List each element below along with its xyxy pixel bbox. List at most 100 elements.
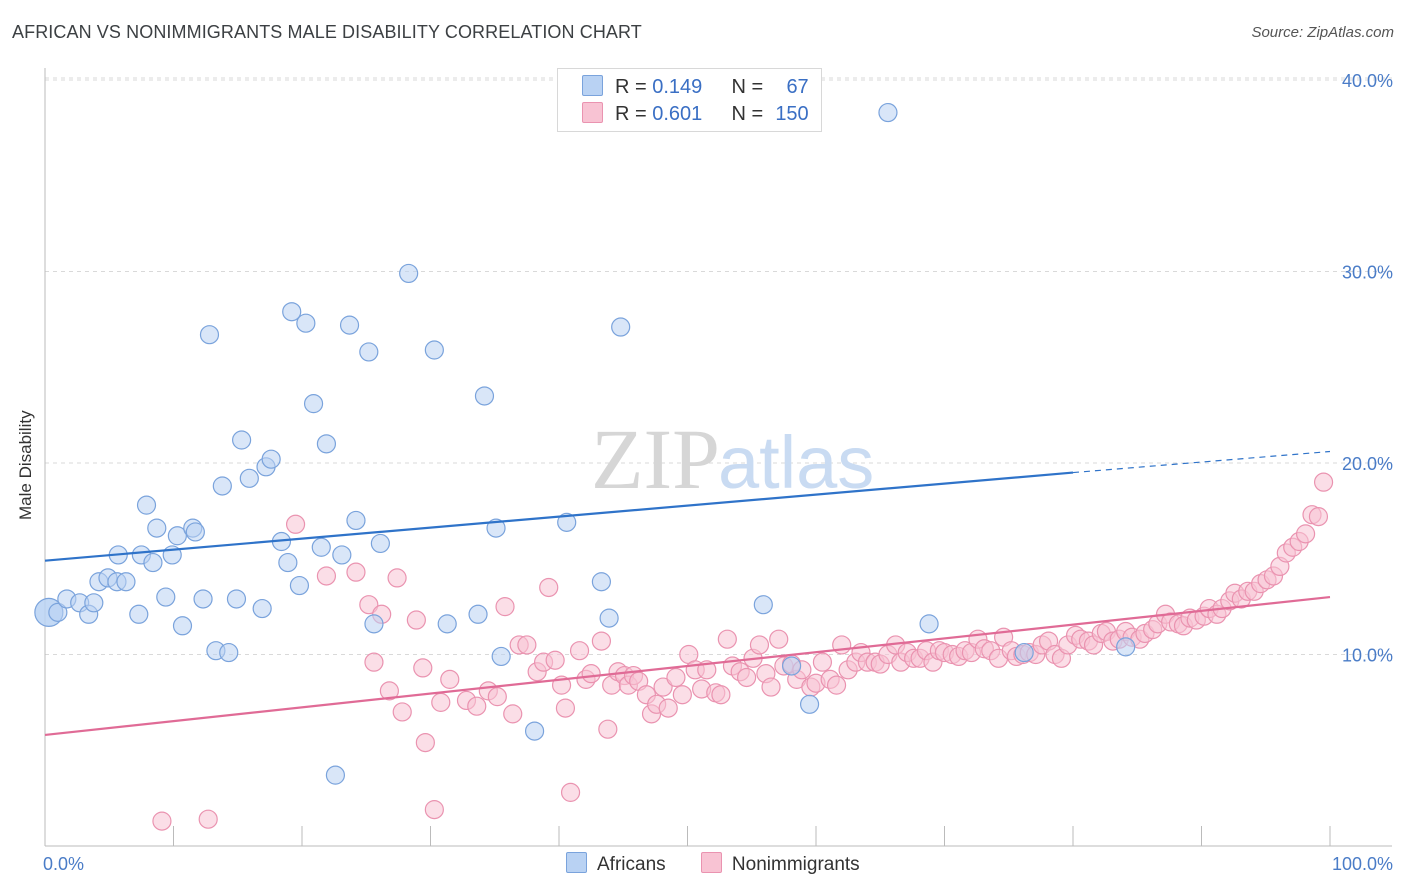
- nonimmigrants-point: [749, 635, 770, 655]
- nonimmigrants-point: [672, 685, 692, 705]
- africans-point: [48, 602, 68, 622]
- nonimmigrants-point: [431, 692, 451, 712]
- legend-swatch-africans: [582, 75, 603, 96]
- nonimmigrants-point: [364, 652, 384, 672]
- africans-point: [129, 604, 149, 624]
- series-africans-points: [34, 102, 1136, 785]
- watermark-atlas: atlas: [718, 421, 874, 504]
- legend-label: Nonimmigrants: [731, 854, 860, 875]
- africans-point: [753, 595, 773, 615]
- africans-point: [919, 614, 939, 634]
- africans-point: [557, 512, 577, 532]
- nonimmigrants-point: [467, 696, 487, 716]
- africans-trend-line: [44, 471, 1074, 562]
- nonimmigrants-point: [424, 800, 444, 820]
- africans-point: [193, 589, 213, 609]
- nonimmigrants-point: [517, 635, 537, 655]
- nonimmigrants-point: [545, 650, 565, 670]
- nonimmigrants-point: [769, 629, 789, 649]
- nonimmigrants-trend-line: [44, 595, 1331, 737]
- africans-point: [399, 263, 419, 284]
- y-tick-label: 40.0%: [1342, 71, 1393, 91]
- africans-point: [1116, 637, 1136, 657]
- africans-point: [359, 342, 379, 362]
- nonimmigrants-point: [440, 669, 460, 689]
- nonimmigrants-point: [316, 566, 337, 586]
- africans-point: [878, 102, 898, 123]
- africans-point: [199, 325, 220, 345]
- nonimmigrants-point: [666, 667, 686, 688]
- nonimmigrants-point: [717, 629, 737, 649]
- nonimmigrants-point: [406, 610, 426, 630]
- nonimmigrants-point: [413, 658, 433, 678]
- legend-r-value: 0.149: [652, 76, 703, 98]
- x-tick-label: 0.0%: [43, 854, 84, 874]
- africans-point: [116, 572, 136, 592]
- legend-n-value: 150: [775, 103, 809, 125]
- nonimmigrants-point: [487, 687, 507, 707]
- africans-point: [261, 449, 281, 469]
- nonimmigrants-point: [1308, 507, 1329, 527]
- legend-row-africans: R = 0.149 N = 67: [582, 75, 809, 99]
- africans-point: [339, 315, 360, 335]
- tick-labels: 10.0% 20.0% 30.0% 40.0% 0.0% 100.0%: [43, 71, 1393, 874]
- nonimmigrants-point: [737, 667, 757, 688]
- nonimmigrants-point: [826, 675, 847, 695]
- africans-point: [296, 313, 316, 333]
- legend-label: Africans: [597, 854, 666, 875]
- africans-point: [84, 593, 104, 613]
- africans-point: [147, 518, 167, 538]
- africans-point: [212, 476, 232, 496]
- legend-n-label: N =: [731, 76, 769, 98]
- source-label: Source: ZipAtlas.com: [1251, 24, 1394, 41]
- series-nonimmigrants-points: [152, 472, 1334, 831]
- nonimmigrants-point: [653, 677, 673, 697]
- y-tick-label: 20.0%: [1342, 454, 1393, 474]
- trend-lines: [44, 450, 1331, 737]
- nonimmigrants-point: [598, 719, 618, 739]
- y-tick-label: 10.0%: [1342, 646, 1393, 666]
- nonimmigrants-point: [560, 782, 581, 802]
- legend-item-africans: Africans: [566, 852, 666, 876]
- watermark-zip: ZIP: [591, 411, 720, 507]
- y-tick-label: 30.0%: [1342, 263, 1393, 283]
- africans-point: [332, 545, 352, 565]
- nonimmigrants-point: [503, 704, 523, 724]
- africans-point: [316, 434, 337, 454]
- x-tick-label: 100.0%: [1332, 854, 1393, 874]
- africans-point: [591, 572, 612, 592]
- legend-r-value: 0.601: [652, 103, 703, 125]
- nonimmigrants-point: [658, 698, 678, 718]
- nonimmigrants-point: [415, 732, 435, 753]
- africans-point: [424, 340, 444, 360]
- africans-trend-extension: [1072, 450, 1331, 474]
- legend-swatch-nonimmigrants: [582, 102, 603, 123]
- nonimmigrants-point: [711, 685, 731, 705]
- africans-point: [239, 468, 259, 488]
- africans-point: [172, 616, 193, 636]
- africans-point: [799, 694, 820, 714]
- africans-point: [437, 614, 457, 634]
- africans-point: [252, 598, 272, 619]
- legend-item-nonimmigrants: Nonimmigrants: [700, 852, 860, 876]
- africans-point: [781, 656, 802, 676]
- nonimmigrants-point: [581, 664, 601, 684]
- africans-point: [226, 589, 247, 609]
- nonimmigrants-point: [387, 568, 407, 588]
- africans-point: [185, 522, 205, 542]
- nonimmigrants-point: [761, 677, 781, 697]
- legend-swatch: [566, 852, 587, 873]
- africans-point: [474, 386, 495, 406]
- nonimmigrants-point: [1313, 472, 1334, 492]
- nonimmigrants-point: [359, 595, 379, 615]
- stats-legend: R = 0.149 N = 67 R = 0.601 N = 150: [557, 68, 822, 132]
- axes: [44, 68, 1392, 847]
- africans-point: [156, 587, 176, 607]
- nonimmigrants-point: [591, 631, 612, 651]
- nonimmigrants-point: [569, 641, 590, 661]
- africans-point: [486, 518, 506, 538]
- africans-point: [232, 430, 252, 450]
- africans-point: [143, 552, 163, 573]
- legend-swatch: [700, 852, 722, 873]
